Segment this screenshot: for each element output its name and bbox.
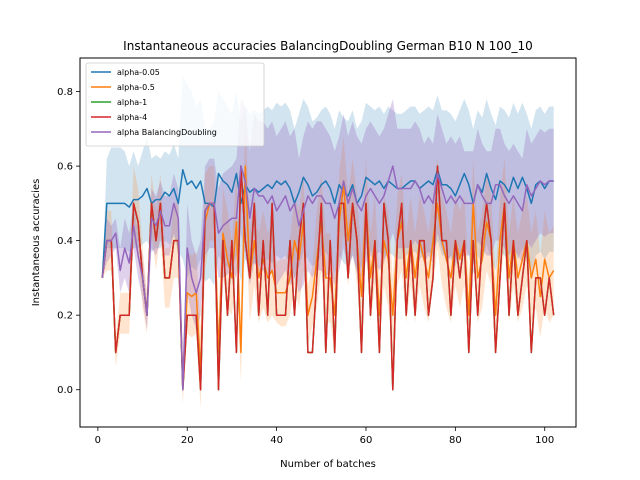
x-axis-ticks: 0 20 40 60 80 100 (95, 427, 554, 446)
legend-label: alpha-1 (117, 98, 147, 107)
x-tick-label: 100 (535, 435, 554, 446)
y-tick-label: 0.4 (57, 236, 73, 247)
x-tick-label: 80 (449, 435, 462, 446)
x-axis-label: Number of batches (280, 459, 376, 470)
alpha-4-line (101, 165, 555, 391)
y-tick-label: 0.8 (57, 87, 73, 98)
legend-label: alpha-0.05 (117, 68, 160, 77)
alpha-balancingdoubling-line (101, 165, 554, 391)
legend-label: alpha-4 (117, 113, 147, 122)
x-tick-label: 40 (270, 435, 283, 446)
alpha-balancingdoubling-band (102, 99, 554, 390)
legend: alpha-0.05 alpha-0.5 alpha-1 alpha-4 alpha B… (85, 62, 265, 147)
x-tick-label: 20 (181, 435, 194, 446)
legend-label: alpha BalancingDoubling (117, 128, 217, 137)
chart-title: Instantaneous accuracies BalancingDoubli… (123, 39, 533, 53)
y-axis-label: Instantaneous accuracies (31, 179, 42, 307)
x-tick-label: 60 (360, 435, 373, 446)
y-tick-label: 0.6 (57, 162, 73, 173)
y-tick-label: 0.0 (57, 385, 73, 396)
y-axis-ticks: 0.0 0.2 0.4 0.6 0.8 (57, 87, 80, 396)
y-tick-label: 0.2 (57, 311, 73, 322)
x-tick-label: 0 (95, 435, 101, 446)
series-lines (101, 165, 555, 391)
legend-label: alpha-0.5 (117, 83, 155, 92)
legend-box (85, 62, 265, 147)
plot-frame (79, 57, 577, 428)
